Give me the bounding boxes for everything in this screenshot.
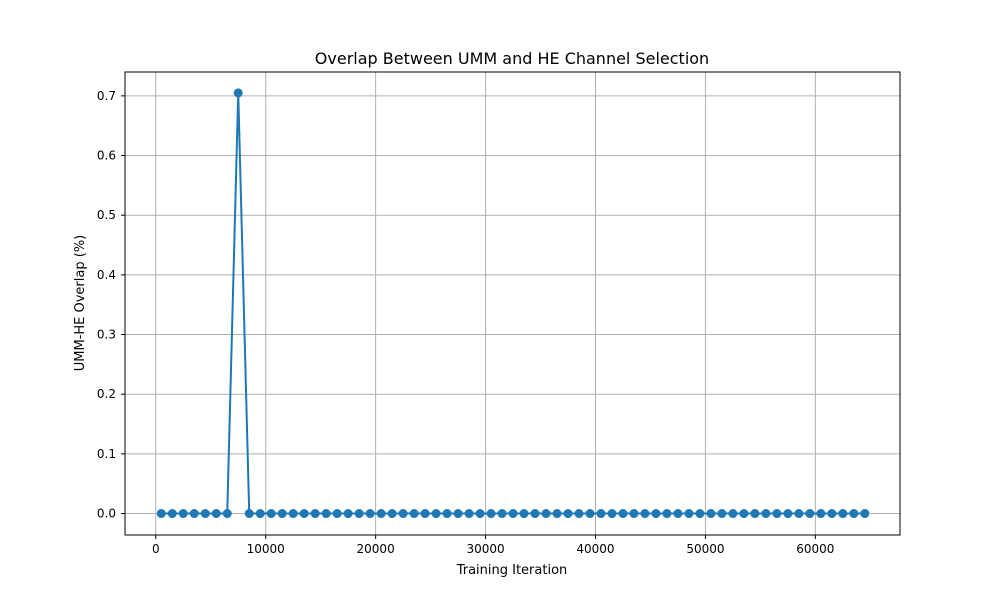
data-point xyxy=(673,509,683,519)
data-point xyxy=(618,509,628,519)
data-point xyxy=(475,509,485,519)
data-point xyxy=(321,509,331,519)
data-point xyxy=(552,509,562,519)
data-point xyxy=(596,509,606,519)
data-point xyxy=(684,509,694,519)
data-point xyxy=(827,509,837,519)
data-point xyxy=(310,509,320,519)
data-point xyxy=(211,509,221,519)
data-point xyxy=(497,509,507,519)
data-point xyxy=(519,509,529,519)
data-point xyxy=(420,509,430,519)
y-axis-label: UMM-HE Overlap (%) xyxy=(73,235,88,372)
data-point xyxy=(585,509,595,519)
data-point xyxy=(343,509,353,519)
data-point xyxy=(409,509,419,519)
y-tick-label: 0.2 xyxy=(97,387,116,401)
data-point xyxy=(398,509,408,519)
x-tick-label: 50000 xyxy=(686,542,724,556)
data-point xyxy=(717,509,727,519)
data-point xyxy=(233,88,243,98)
data-point xyxy=(662,509,672,519)
data-point xyxy=(563,509,573,519)
data-point xyxy=(838,509,848,519)
data-point xyxy=(365,509,375,519)
data-point xyxy=(629,509,639,519)
x-tick-label: 0 xyxy=(152,542,160,556)
data-point xyxy=(508,509,518,519)
data-point xyxy=(277,509,287,519)
data-point xyxy=(761,509,771,519)
x-tick-label: 60000 xyxy=(796,542,834,556)
data-point xyxy=(816,509,826,519)
y-tick-label: 0.5 xyxy=(97,208,116,222)
axis-ticks: 0 10000 20000 30000 40000 50000 60000 0.0 0.1 0.2… xyxy=(97,89,835,556)
data-point xyxy=(376,509,386,519)
data-point xyxy=(189,509,199,519)
data-point xyxy=(464,509,474,519)
data-point xyxy=(805,509,815,519)
data-point xyxy=(772,509,782,519)
data-point xyxy=(541,509,551,519)
data-point xyxy=(530,509,540,519)
data-point xyxy=(431,509,441,519)
data-point xyxy=(486,509,496,519)
data-point xyxy=(860,509,870,519)
y-tick-label: 0.1 xyxy=(97,447,116,461)
data-point xyxy=(178,509,188,519)
data-point xyxy=(794,509,804,519)
plot-area-frame xyxy=(124,71,901,536)
data-point xyxy=(299,509,309,519)
data-point xyxy=(651,509,661,519)
data-point xyxy=(167,509,177,519)
data-point xyxy=(695,509,705,519)
data-point xyxy=(222,509,232,519)
x-axis-label: Training Iteration xyxy=(456,563,568,578)
data-point xyxy=(354,509,364,519)
data-point xyxy=(288,509,298,519)
y-tick-label: 0.6 xyxy=(97,149,116,163)
data-point xyxy=(387,509,397,519)
x-tick-label: 10000 xyxy=(247,542,285,556)
data-point xyxy=(640,509,650,519)
data-point xyxy=(574,509,584,519)
data-point xyxy=(200,509,210,519)
data-point xyxy=(849,509,859,519)
data-point xyxy=(442,509,452,519)
data-point xyxy=(750,509,760,519)
data-point xyxy=(706,509,716,519)
chart-title: Overlap Between UMM and HE Channel Selec… xyxy=(315,49,709,68)
y-tick-label: 0.4 xyxy=(97,268,116,282)
x-tick-label: 20000 xyxy=(357,542,395,556)
data-point xyxy=(728,509,738,519)
data-point xyxy=(156,509,166,519)
data-point xyxy=(244,509,254,519)
y-tick-label: 0.3 xyxy=(97,328,116,342)
y-tick-label: 0.0 xyxy=(97,507,116,521)
y-tick-label: 0.7 xyxy=(97,89,116,103)
data-point xyxy=(266,509,276,519)
data-point xyxy=(739,509,749,519)
data-point xyxy=(607,509,617,519)
x-tick-label: 40000 xyxy=(576,542,614,556)
data-point xyxy=(255,509,265,519)
x-tick-label: 30000 xyxy=(466,542,504,556)
data-point xyxy=(332,509,342,519)
data-point xyxy=(453,509,463,519)
data-point xyxy=(783,509,793,519)
series-layer xyxy=(156,88,870,519)
